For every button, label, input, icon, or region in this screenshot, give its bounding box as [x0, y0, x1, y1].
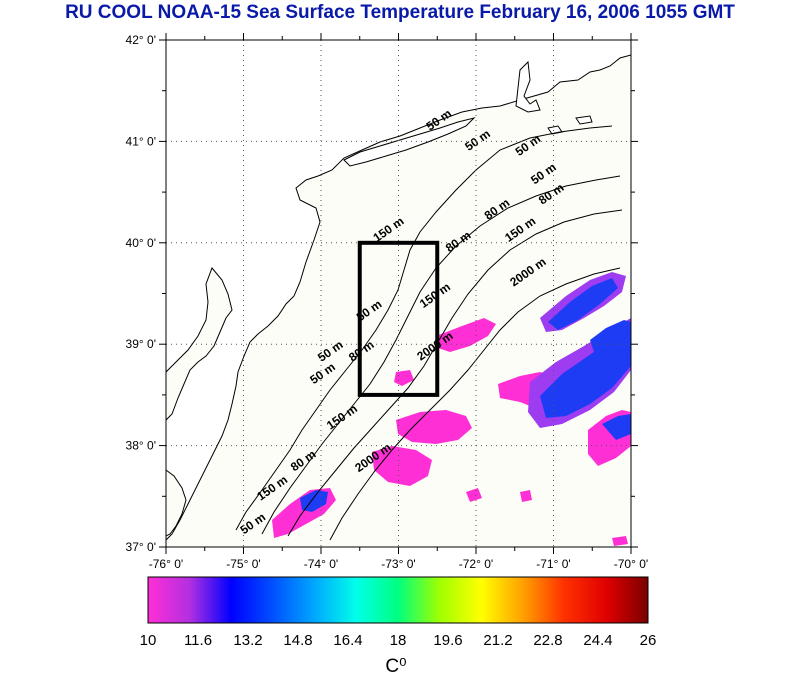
colorbar-tick-label: 16.4 [333, 632, 362, 649]
page-title: RU COOL NOAA-15 Sea Surface Temperature … [65, 2, 735, 23]
sst-patch-magenta-7 [394, 370, 414, 386]
colorbar-tick-label: 26 [640, 632, 657, 649]
lon-tick-label: -71° 0' [536, 557, 570, 571]
long-island [343, 117, 476, 167]
colorbar-tick-label: 18 [390, 632, 407, 649]
latitude-labels: 37° 0' 38° 0' 39° 0' 40° 0' 41° 0' 42° 0' [126, 33, 156, 554]
colorbar-tick-label: 21.2 [483, 632, 512, 649]
sst-patch-blue-1 [548, 278, 618, 330]
colorbar [147, 576, 649, 624]
sst-patch-blue-4 [602, 414, 631, 440]
bay-water [166, 267, 233, 421]
lat-tick-label: 39° 0' [126, 337, 156, 351]
lon-tick-label: -74° 0' [304, 557, 338, 571]
lon-tick-label: -75° 0' [226, 557, 260, 571]
lat-tick-label: 38° 0' [126, 439, 156, 453]
lat-tick-label: 41° 0' [126, 134, 156, 148]
colorbar-tick-label: 22.8 [533, 632, 562, 649]
lat-tick-label: 42° 0' [126, 33, 156, 47]
colorbar-labels: 10 11.6 13.2 14.8 16.4 18 19.6 21.2 22.8 24.4 26 [140, 632, 657, 649]
colorbar-unit: C⁰ [385, 656, 406, 677]
colorbar-tick-label: 11.6 [184, 632, 212, 649]
colorbar-tick-label: 10 [140, 632, 157, 649]
lat-tick-label: 37° 0' [126, 540, 156, 554]
colorbar-tick-label: 19.6 [433, 632, 462, 649]
chesapeake-water [166, 469, 187, 537]
lat-tick-label: 40° 0' [126, 236, 156, 250]
lon-tick-label: -70° 0' [614, 557, 648, 571]
lon-tick-label: -73° 0' [381, 557, 415, 571]
contour-50m [235, 125, 613, 531]
longitude-labels: -76° 0' -75° 0' -74° 0' -73° 0' -72° 0' -71° … [149, 557, 648, 571]
axis-ticks [159, 33, 638, 554]
colorbar-tick-label: 13.2 [233, 632, 262, 649]
lon-tick-label: -72° 0' [459, 557, 493, 571]
sst-patch-blue-3 [590, 320, 631, 364]
sst-patch-magenta-4 [436, 318, 496, 352]
colorbar-tick-label: 24.4 [583, 632, 612, 649]
sst-patch-magenta-2 [396, 410, 472, 444]
colorbar-tick-label: 14.8 [283, 632, 312, 649]
study-area-box [357, 240, 440, 397]
lon-tick-label: -76° 0' [149, 557, 183, 571]
cape-cod [515, 60, 541, 113]
contour-150m [287, 209, 623, 537]
contour-80m [261, 175, 621, 535]
land-mass [166, 40, 631, 541]
